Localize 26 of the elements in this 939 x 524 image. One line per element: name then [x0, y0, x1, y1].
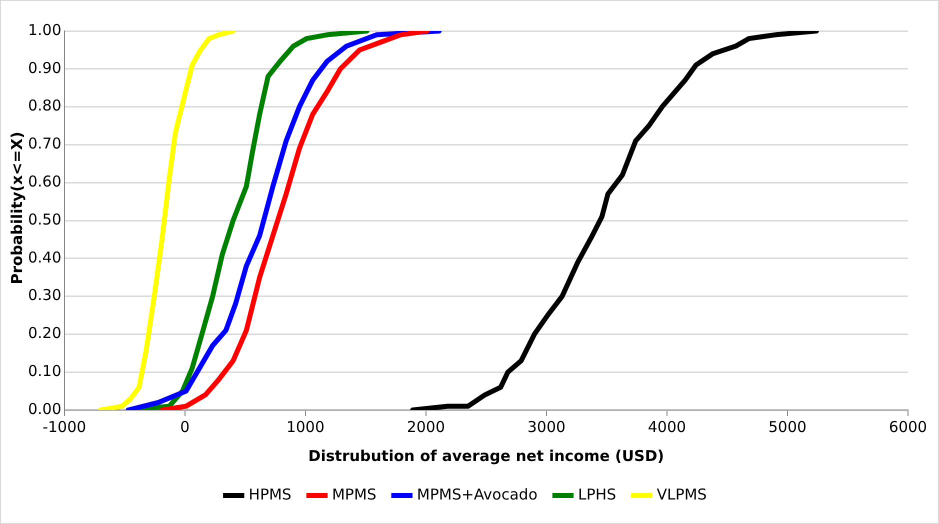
x-tick-label: 6000: [888, 418, 928, 436]
y-tick-label: 0.10: [28, 362, 62, 380]
y-tick-label: 0.40: [28, 248, 62, 266]
x-tick-label: 4000: [648, 418, 686, 436]
y-tick-label: 0.60: [28, 172, 62, 190]
y-tick-label: 0.90: [28, 58, 62, 77]
legend-label: HPMS: [248, 485, 292, 504]
legend-label: VLPMS: [656, 485, 707, 504]
x-tick-label: 1000: [286, 418, 325, 436]
y-tick-label: 1.00: [28, 20, 62, 39]
x-axis-title: Distrubution of average net income (USD): [308, 446, 664, 465]
y-tick-label: 0.20: [28, 324, 62, 342]
legend-label: LPHS: [578, 485, 616, 504]
x-tick-label: -1000: [42, 418, 86, 436]
y-tick-label: 0.50: [28, 210, 62, 228]
y-tick-label: 0.30: [28, 286, 62, 304]
x-tick-label: 0: [180, 418, 190, 436]
y-tick-label: 0.80: [28, 96, 62, 115]
y-tick-label: 0.00: [28, 400, 62, 418]
y-axis-title: Probability(x<=X): [8, 132, 26, 284]
x-tick-label: 3000: [527, 418, 566, 436]
legend-label: MPMS: [332, 485, 376, 504]
x-tick-label: 2000: [406, 418, 446, 436]
y-tick-label: 0.70: [28, 134, 62, 153]
legend-label: MPMS+Avocado: [416, 485, 538, 504]
x-tick-label: 5000: [768, 418, 807, 436]
